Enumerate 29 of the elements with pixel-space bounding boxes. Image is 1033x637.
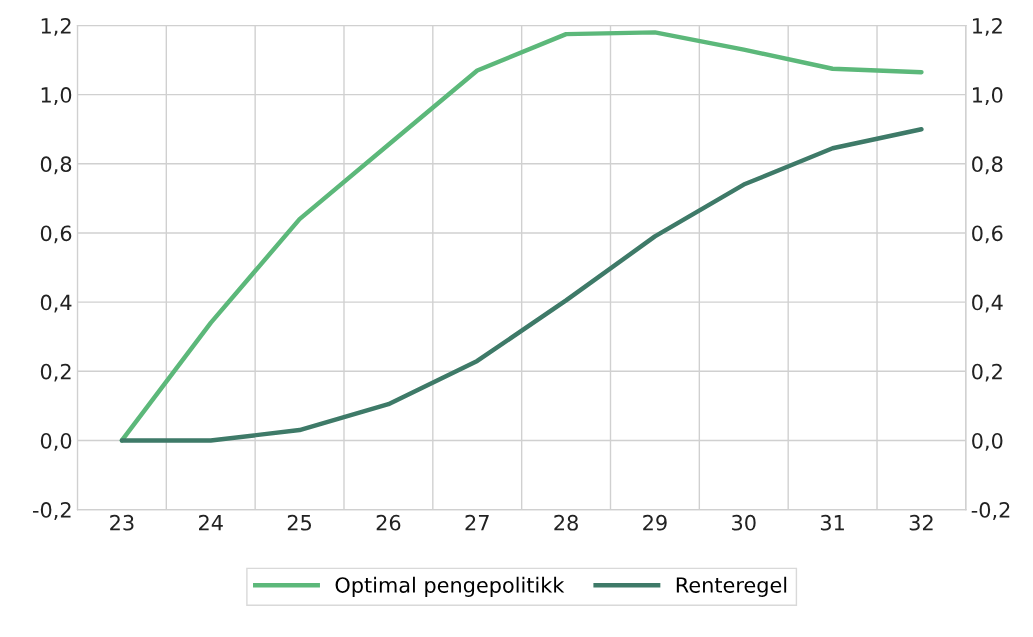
x-tick-label: 26 bbox=[376, 514, 401, 531]
y2-tick-label: 1,2 bbox=[973, 17, 1002, 36]
y-tick-label: 1,0 bbox=[41, 87, 72, 105]
x-tick-label: 29 bbox=[643, 514, 667, 531]
y2-tick-label: 0,4 bbox=[972, 294, 1003, 313]
line-series bbox=[119, 127, 924, 443]
y-tick-label: -0,2 bbox=[32, 502, 71, 520]
y2-tick-label: -0,2 bbox=[971, 502, 1010, 520]
x-tick-label: 24 bbox=[199, 514, 223, 531]
y2-tick-label: 0,2 bbox=[972, 363, 1002, 382]
legend-label: Renteregel bbox=[676, 576, 787, 597]
x-tick-label: 23 bbox=[110, 514, 134, 531]
x-tick-label: 31 bbox=[820, 514, 844, 531]
y2-tick-label: 0,6 bbox=[972, 225, 1003, 244]
y-tick-label: 0,6 bbox=[40, 225, 72, 244]
x-tick-label: 30 bbox=[732, 514, 756, 531]
y-tick-label: 0,4 bbox=[40, 294, 72, 313]
y-tick-label: 0,8 bbox=[40, 156, 72, 175]
x-tick-label: 32 bbox=[909, 514, 933, 531]
x-tick-label: 25 bbox=[287, 514, 312, 531]
x-tick-label: 28 bbox=[554, 514, 578, 531]
y2-tick-label: 0,8 bbox=[972, 156, 1003, 175]
legend-label: Optimal pengepolitikk bbox=[335, 576, 565, 597]
y2-tick-label: 0,0 bbox=[972, 432, 1003, 451]
y2-tick-label: 1,0 bbox=[973, 87, 1003, 105]
y-tick-label: 0,2 bbox=[40, 363, 71, 382]
x-tick-label: 27 bbox=[465, 514, 489, 531]
y-tick-label: 0,0 bbox=[40, 432, 72, 451]
y-tick-label: 1,2 bbox=[41, 17, 71, 36]
